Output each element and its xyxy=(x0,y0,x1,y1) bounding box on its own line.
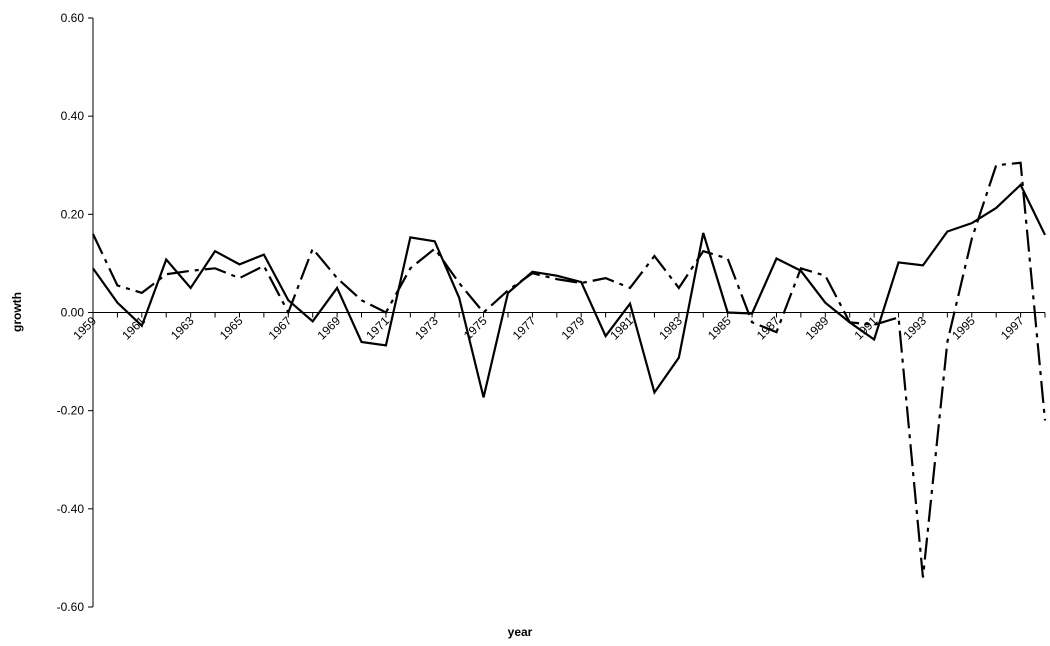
y-tick-label: -0.20 xyxy=(57,404,85,418)
y-axis-label: growth xyxy=(10,292,24,332)
y-tick-label: 0.40 xyxy=(61,109,85,123)
x-tick-label: 1975 xyxy=(461,313,490,342)
y-tick-label: -0.60 xyxy=(57,600,85,614)
x-axis-label: year xyxy=(508,625,533,639)
x-tick-label: 1979 xyxy=(559,313,588,342)
y-tick-label: 0.60 xyxy=(61,11,85,25)
y-tick-label: -0.40 xyxy=(57,502,85,516)
x-tick-label: 1983 xyxy=(656,313,685,342)
x-tick-label: 1993 xyxy=(900,313,929,342)
x-tick-label: 1985 xyxy=(705,313,734,342)
y-tick-label: 0.00 xyxy=(61,306,85,320)
series-line xyxy=(92,161,1047,578)
x-tick-label: 1967 xyxy=(266,313,295,342)
x-tick-label: 1977 xyxy=(510,313,539,342)
x-tick-label: 1973 xyxy=(412,313,441,342)
x-tick-label: 1991 xyxy=(851,313,880,342)
x-tick-label: 1963 xyxy=(168,313,197,342)
x-tick-label: 1969 xyxy=(314,313,343,342)
y-tick-label: 0.20 xyxy=(61,207,85,221)
x-tick-label: 1965 xyxy=(217,313,246,342)
x-tick-label: 1997 xyxy=(998,313,1027,342)
series-line xyxy=(92,183,1046,398)
x-tick-label: 1989 xyxy=(803,313,832,342)
